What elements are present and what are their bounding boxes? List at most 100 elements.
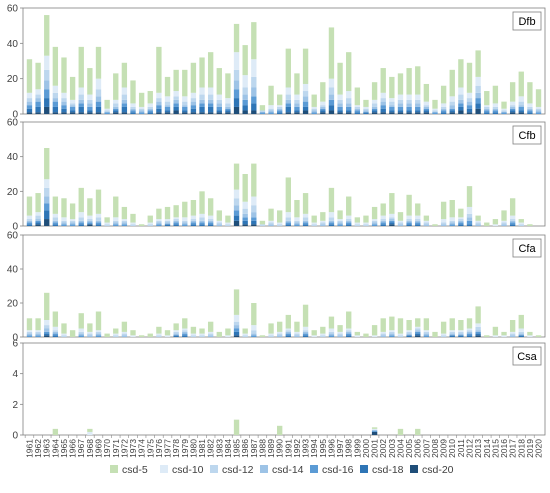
bar-segment-csd-14 (87, 335, 93, 337)
legend-item: csd-18 (360, 464, 404, 476)
bar-segment-csd-10 (156, 219, 162, 221)
panel-csa: 0 2 4 6 Csa (12, 339, 546, 442)
bar-segment-csd-10 (207, 331, 214, 334)
bar-segment-csd-18 (346, 224, 352, 226)
x-tick-label: 2004 (395, 439, 405, 458)
bar-segment-csd-12 (87, 219, 93, 221)
bar-segment-csd-14 (294, 222, 300, 225)
x-tick-label: 1999 (352, 439, 362, 458)
bar-segment-csd-14 (138, 110, 145, 113)
bar-segment-csd-10 (78, 212, 84, 218)
bar-segment-csd-5 (259, 335, 266, 337)
bar-segment-csd-12 (423, 105, 430, 107)
bar-segment-csd-5 (346, 52, 352, 92)
bar-segment-csd-10 (199, 213, 205, 218)
bar-segment-csd-5 (130, 330, 136, 336)
bar-segment-csd-10 (190, 92, 197, 99)
bar-segment-csd-10 (138, 106, 145, 109)
panel-label: Cfb (518, 130, 535, 142)
bar-segment-csd-10 (509, 331, 516, 334)
bar-segment-csd-5 (190, 326, 197, 334)
bar-segment-csd-12 (121, 94, 128, 100)
bar-segment-csd-10 (527, 335, 533, 337)
bar-segment-csd-12 (87, 333, 93, 336)
bar-segment-csd-5 (113, 328, 119, 334)
bar-segment-csd-16 (415, 222, 421, 225)
bar-segment-csd-18 (130, 112, 136, 114)
y-tick-label: 20 (7, 74, 19, 85)
bar-segment-csd-20 (78, 112, 84, 114)
bar-segment-csd-12 (216, 222, 222, 225)
bar-segment-csd-12 (251, 205, 257, 213)
bar-segment-csd-14 (509, 220, 516, 223)
bar-segment-csd-18 (415, 110, 421, 113)
y-tick-label: 0 (12, 222, 18, 233)
bar-segment-csd-5 (69, 76, 76, 100)
x-tick-label: 1988 (257, 439, 267, 458)
bar-segment-csd-18 (164, 224, 171, 226)
bar-segment-csd-12 (406, 331, 412, 334)
bar-segment-csd-10 (501, 220, 507, 223)
bar-segment-csd-12 (354, 224, 361, 226)
bar-segment-csd-18 (294, 110, 300, 113)
bar-segment-csd-16 (26, 105, 33, 109)
bar-segment-csd-10 (492, 224, 499, 226)
bar-segment-csd-5 (87, 428, 93, 432)
bar-segment-csd-18 (328, 224, 335, 226)
x-tick-label: 1983 (214, 439, 224, 458)
bar-segment-csd-14 (182, 331, 188, 334)
bar-segment-csd-10 (147, 222, 153, 225)
bar-segment-csd-10 (320, 333, 326, 336)
bar-segment-csd-20 (182, 112, 188, 114)
bar-segment-csd-10 (302, 213, 309, 218)
bar-segment-csd-5 (423, 318, 430, 331)
bar-segment-csd-16 (26, 222, 33, 225)
bar-segment-csd-10 (182, 328, 188, 331)
bar-segment-csd-12 (328, 87, 335, 95)
bar-segment-csd-5 (207, 321, 214, 332)
bar-segment-csd-5 (61, 198, 67, 218)
bar-segment-csd-18 (337, 110, 343, 113)
bar-segment-csd-10 (44, 179, 50, 188)
bar-segment-csd-16 (458, 222, 464, 225)
bar-segment-csd-5 (173, 323, 179, 331)
bar-segment-csd-10 (302, 83, 309, 92)
bar-segment-csd-12 (328, 331, 335, 334)
bar-segment-csd-5 (320, 212, 326, 221)
bar-segment-csd-14 (78, 333, 84, 336)
bar-segment-csd-12 (61, 335, 67, 337)
bar-segment-csd-14 (492, 108, 499, 111)
bar-segment-csd-5 (207, 198, 214, 216)
bar-segment-csd-10 (277, 331, 283, 334)
bar-segment-csd-5 (104, 333, 110, 337)
bar-segment-csd-18 (415, 224, 421, 226)
bar-segment-csd-12 (302, 91, 309, 97)
bar-segment-csd-14 (69, 105, 76, 107)
bar-segment-csd-5 (380, 203, 386, 216)
bar-segment-csd-14 (423, 333, 430, 336)
bar-segment-csd-12 (380, 333, 386, 336)
bar-segment-csd-12 (302, 330, 309, 332)
bar-segment-csd-10 (69, 219, 76, 221)
bar-segment-csd-12 (518, 331, 524, 334)
bar-segment-csd-12 (475, 326, 481, 331)
bar-segment-csd-14 (277, 108, 283, 111)
bar-segment-csd-5 (389, 76, 395, 99)
bar-segment-csd-18 (199, 106, 205, 113)
bar-segment-csd-5 (328, 27, 335, 79)
bar-segment-csd-14 (216, 103, 222, 107)
bar-segment-csd-18 (147, 112, 153, 114)
bar-segment-csd-10 (251, 196, 257, 206)
bar-segment-csd-12 (354, 106, 361, 109)
bar-segment-csd-14 (130, 108, 136, 111)
legend-swatch (210, 465, 218, 473)
bar-segment-csd-14 (475, 330, 481, 332)
bar-segment-csd-16 (337, 106, 343, 111)
bar-segment-csd-10 (311, 335, 317, 337)
bar-segment-csd-14 (233, 80, 240, 90)
bar-segment-csd-5 (527, 82, 533, 104)
bar-segment-csd-5 (78, 313, 84, 329)
bar-segment-csd-14 (397, 224, 404, 226)
bar-segment-csd-10 (173, 91, 179, 97)
bar-segment-csd-14 (466, 101, 473, 106)
